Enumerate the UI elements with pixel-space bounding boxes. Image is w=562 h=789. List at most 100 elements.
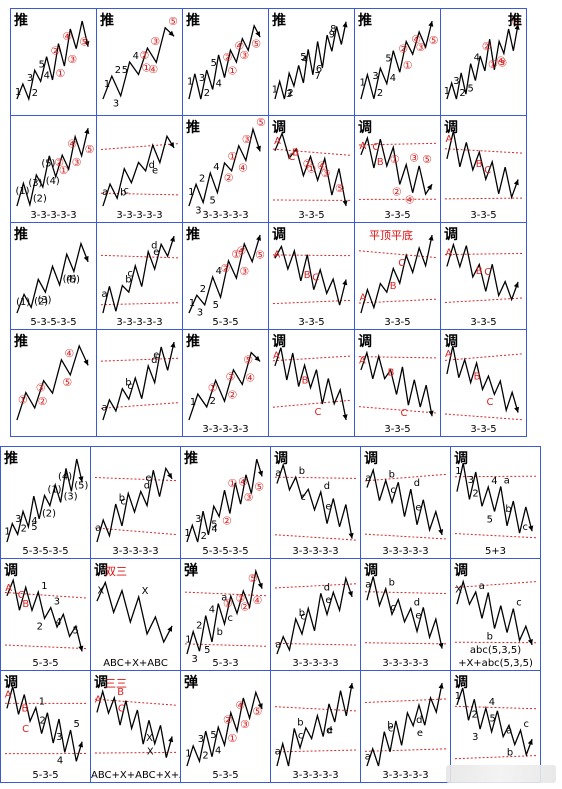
channel-line xyxy=(272,399,351,408)
wave-arrowhead xyxy=(438,529,444,535)
wave-label: 3 xyxy=(472,732,478,743)
wave-sketch: a b c de xyxy=(364,576,447,649)
wave-label: ③ xyxy=(72,156,82,169)
wave-label: ③ xyxy=(416,41,426,54)
wave-label: 4 xyxy=(390,73,396,84)
wave-label: b xyxy=(217,627,223,638)
wave-type-tag: 调 xyxy=(358,120,372,136)
wave-count-pattern: 3-3-3-3-3 xyxy=(112,546,159,557)
channel-line xyxy=(100,254,179,259)
wave-label: 2 xyxy=(115,65,121,76)
channel-line xyxy=(454,641,537,644)
wave-arrowhead xyxy=(428,410,434,417)
wave-diagram-cell: A B C 调 3-3-5 xyxy=(440,329,527,437)
wave-label: 2 xyxy=(196,621,202,632)
wave-count-pattern: 3-3-3-3-3 xyxy=(292,770,339,781)
wave-arrowhead xyxy=(342,200,348,207)
wave-diagram-cell: a b c d e 3-3-3-3-3 xyxy=(90,446,181,559)
wave-label: ② xyxy=(38,395,48,408)
wave-label: 4 xyxy=(44,70,50,81)
wave-label: ③ xyxy=(226,371,236,384)
wave-label: 2 xyxy=(200,284,206,295)
wave-label: ④ xyxy=(411,33,421,46)
wave-line xyxy=(16,128,89,208)
wave-label: B xyxy=(292,147,299,158)
wave-label: 3 xyxy=(468,475,474,486)
wave-diagram-cell: 1 2 3 4 5 a b c ① ② ③ ④ ⑤ 弹 5-3-3 xyxy=(180,558,271,671)
wave-label: ③ xyxy=(244,491,254,504)
wave-label: ⑤ xyxy=(79,36,89,49)
wave-label: b xyxy=(387,721,393,732)
wave-diagram-cell: a b c d e 3-3-3-3-3 xyxy=(270,558,361,671)
wave-arrowhead xyxy=(427,184,433,191)
wave-diagram-cell: A B C 1 2 3 4 5 调 5-3-5 xyxy=(0,558,91,671)
wave-label: 4 xyxy=(215,746,221,757)
wave-arrowhead xyxy=(255,31,261,38)
wave-label: d xyxy=(326,726,332,737)
wave-diagram-cell: A B C 调 3-3-5 xyxy=(440,115,527,223)
wave-arrowhead xyxy=(256,145,261,152)
wave-type-tag: 弹 xyxy=(184,675,198,691)
wave-label: 1 xyxy=(184,528,190,539)
wave-label: b xyxy=(119,493,125,504)
wave-sketch: ABC xyxy=(272,347,351,421)
wave-count-pattern: 3-3-3-3-3 xyxy=(292,658,339,669)
wave-diagram-cell: A B C 调 3-3-5 xyxy=(354,329,441,437)
wave-type-tag: 调 xyxy=(4,675,18,691)
wave-label: (4) xyxy=(63,274,77,285)
wave-label: ③ xyxy=(409,152,419,165)
wave-label: A xyxy=(445,134,452,145)
wave-diagram-cell: a b c d e 3-3-3-3-3 xyxy=(96,222,183,330)
wave-label: ① xyxy=(223,597,233,610)
wave-diagram-cell: 1 2 3 4 5 ① ② ③ ④ ⑤ 推 5-3-5-3-5 xyxy=(180,446,271,559)
channel-line xyxy=(364,473,447,482)
wave-label: ④ xyxy=(253,594,263,607)
wave-label: d xyxy=(151,241,157,252)
wave-label: ② xyxy=(223,51,233,64)
wave-label: C xyxy=(18,590,25,601)
wave-sketch: 12 3 4 5 a bc ① ②③ ④ ⑤ xyxy=(184,568,267,665)
wave-label: e xyxy=(153,247,159,258)
wave-count-pattern: 3-3-3-3-3 xyxy=(382,658,429,669)
wave-label: ⑤ xyxy=(243,353,253,366)
wave-label: ① xyxy=(306,163,316,176)
wave-label: ② xyxy=(140,49,150,62)
wave-arrowhead xyxy=(168,30,175,37)
channel-line xyxy=(364,698,447,704)
wave-label: ① xyxy=(227,150,237,163)
wave-diagram-cell: A B C 1 2 3 4 5 调 5-3-5 xyxy=(0,670,91,783)
channel-line xyxy=(454,581,537,589)
wave-label: ① xyxy=(59,164,69,177)
wave-type-tag: 推 xyxy=(186,13,200,29)
wave-label: X xyxy=(455,585,462,596)
wave-label: ① xyxy=(208,381,218,394)
channel-line xyxy=(272,254,351,257)
channel-line xyxy=(94,527,177,536)
wave-label: C xyxy=(312,273,319,284)
wave-label: e xyxy=(415,610,421,621)
wave-label: (1) xyxy=(47,484,61,495)
wave-line xyxy=(102,134,175,207)
wave-label: 5 xyxy=(211,519,217,530)
wave-count-pattern: 3-3-5 xyxy=(470,424,497,435)
wave-label: 2 xyxy=(472,488,478,499)
wave-label: 4 xyxy=(302,54,308,65)
wave-line xyxy=(274,131,347,207)
wave-label: ④ xyxy=(238,476,248,489)
wave-diagram-cell: 1 2 3 4 5 ① ② ③ ④ ⑤ 弹 5-3-5 xyxy=(180,670,271,783)
wave-diagram-cell: a b c d e 3-3-3-3-3 xyxy=(96,115,183,223)
wave-label: 5 xyxy=(204,645,210,656)
wave-label: C xyxy=(486,397,493,408)
wave-label: 3 xyxy=(195,205,201,216)
wave-label: ③ xyxy=(150,35,160,48)
wave-label: C xyxy=(288,152,295,163)
wave-label: C xyxy=(398,258,405,269)
wave-label: ⑤ xyxy=(512,16,522,29)
wave-label: 1 xyxy=(41,581,47,592)
channel-line xyxy=(274,534,357,541)
wave-label: ④ xyxy=(236,245,246,258)
wave-label: e xyxy=(145,473,151,484)
